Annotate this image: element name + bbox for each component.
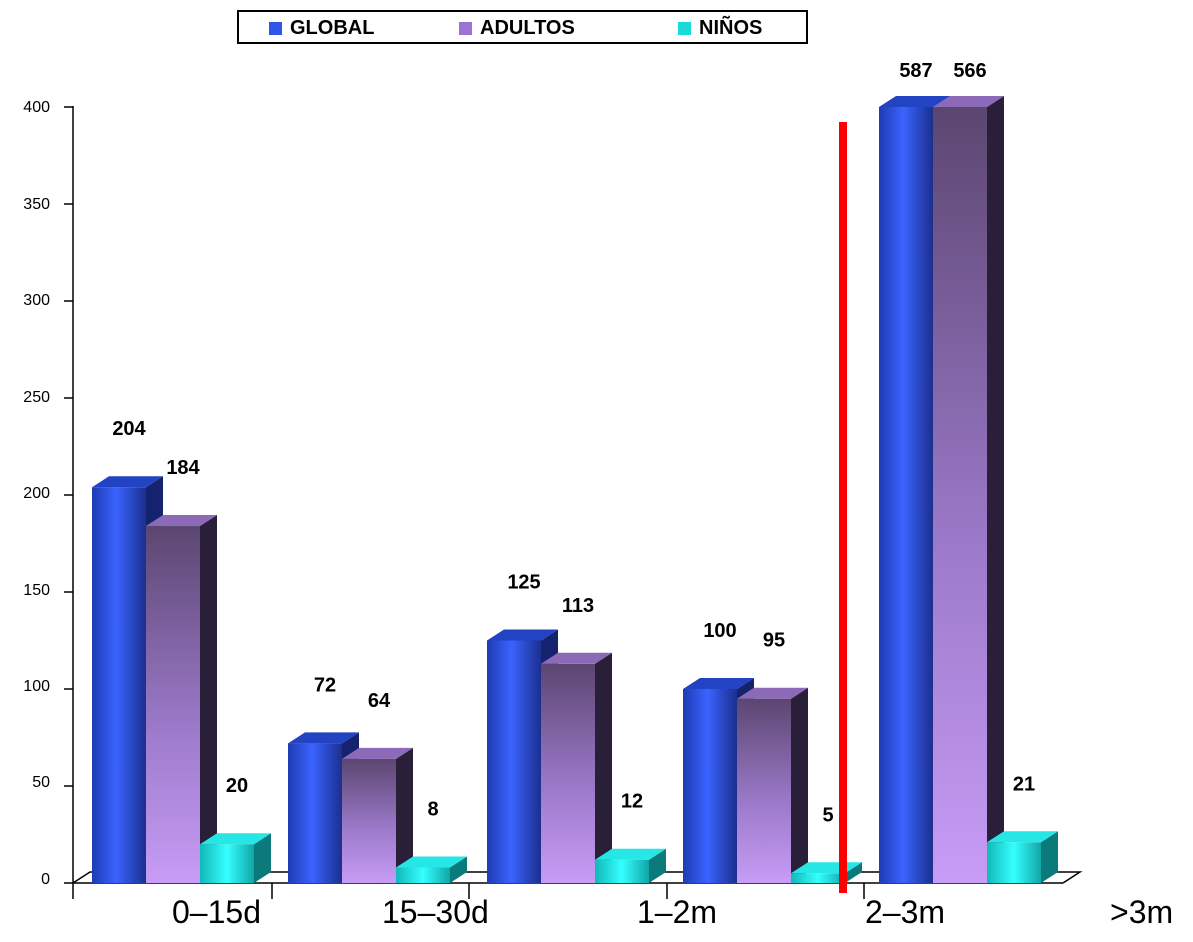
y-tick-200: 200: [23, 485, 50, 502]
bar-side: [254, 833, 271, 883]
data-label-adultos-1: 64: [368, 690, 391, 712]
bar-top: [987, 831, 1058, 843]
x-category-15-30d: 15–30d: [382, 894, 489, 930]
bar-ninos-1: [396, 856, 467, 883]
bar-adultos-1: [342, 747, 413, 883]
data-label-adultos-2: 113: [562, 595, 594, 617]
bar-top: [487, 629, 558, 641]
legend-label-ninos: NIÑOS: [699, 16, 763, 39]
y-tick-350: 350: [23, 196, 50, 213]
x-category-0-15d: 0–15d: [172, 894, 261, 930]
legend-item-ninos: NIÑOS: [678, 16, 762, 40]
data-label-global-4: 587: [899, 60, 932, 82]
data-label-global-1: 72: [314, 674, 336, 696]
x-category-1-2m: 1–2m: [637, 894, 718, 930]
x-category-2-3m: 2–3m: [865, 894, 946, 930]
bar-front: [987, 842, 1041, 883]
legend-swatch-adultos: [459, 21, 472, 35]
data-label-adultos-0: 184: [166, 457, 200, 479]
data-label-global-0: 204: [112, 418, 146, 440]
legend-swatch-ninos: [678, 21, 691, 35]
bar-side: [450, 856, 467, 883]
data-labels: 204 184 20 72 64 8 125 113 12 100 95 5 587 566 21: [112, 60, 1035, 826]
data-label-adultos-4: 566: [953, 60, 986, 82]
y-tick-250: 250: [23, 389, 50, 406]
data-label-adultos-3: 95: [763, 630, 785, 652]
bar-side: [845, 862, 862, 883]
data-label-ninos-3: 5: [822, 804, 833, 826]
data-label-ninos-1: 8: [427, 798, 438, 820]
bar-side: [595, 652, 612, 883]
y-tick-400: 400: [23, 99, 50, 116]
bar-adultos-2: [541, 652, 612, 883]
x-category-gt3m: >3m: [1110, 894, 1174, 930]
bar-front: [487, 640, 541, 883]
bar-top: [146, 515, 217, 527]
bar-front: [791, 873, 845, 883]
legend-item-adultos: ADULTOS: [459, 16, 575, 40]
y-tick-0: 0: [41, 871, 50, 888]
bar-front: [288, 743, 342, 883]
bar-side: [649, 848, 666, 883]
bar-top: [288, 732, 359, 744]
bar-side: [200, 515, 217, 883]
bar-top: [879, 96, 950, 107]
bar-top: [200, 833, 271, 845]
bar-front: [541, 663, 595, 883]
y-tick-100: 100: [23, 678, 50, 695]
bar-ninos-0: [200, 833, 271, 883]
data-label-ninos-0: 20: [226, 775, 248, 797]
bar-front: [200, 844, 254, 883]
bar-front: [396, 867, 450, 883]
bar-side: [396, 747, 413, 883]
bar-top: [92, 476, 163, 488]
legend-label-adultos: ADULTOS: [480, 16, 575, 39]
bar-front: [146, 526, 200, 883]
bar-top: [396, 856, 467, 868]
legend-label-global: GLOBAL: [290, 16, 375, 39]
bar-top: [541, 652, 612, 664]
y-tick-50: 50: [32, 774, 50, 791]
data-label-ninos-4: 21: [1013, 773, 1035, 795]
bar-top: [342, 747, 413, 759]
legend: GLOBAL ADULTOS NIÑOS: [237, 10, 808, 44]
y-tick-150: 150: [23, 582, 50, 599]
bar-top: [933, 96, 1004, 107]
bar-front: [595, 859, 649, 883]
bar-front: [92, 487, 146, 883]
bar-front: [933, 107, 987, 883]
legend-item-global: GLOBAL: [269, 16, 374, 40]
bar-adultos-3: [737, 687, 808, 883]
data-label-global-2: 125: [507, 572, 540, 594]
bar-top: [683, 678, 754, 689]
bar-front: [737, 698, 791, 883]
y-tick-300: 300: [23, 292, 50, 309]
bar-front: [683, 689, 737, 883]
bar-adultos-4: [933, 96, 1004, 883]
bar-front: [342, 758, 396, 883]
data-label-ninos-2: 12: [621, 791, 643, 813]
legend-swatch-global: [269, 21, 282, 35]
bar-side: [1041, 831, 1058, 883]
bar-front: [879, 107, 933, 883]
bar-ninos-2: [595, 848, 666, 883]
bars: [92, 96, 1058, 883]
bar-ninos-4: [987, 831, 1058, 883]
bar-side: [987, 96, 1004, 883]
bar-top: [737, 687, 808, 699]
bar-side: [791, 687, 808, 883]
bar-top: [595, 848, 666, 860]
bar-adultos-0: [146, 515, 217, 883]
data-label-global-3: 100: [703, 620, 736, 642]
